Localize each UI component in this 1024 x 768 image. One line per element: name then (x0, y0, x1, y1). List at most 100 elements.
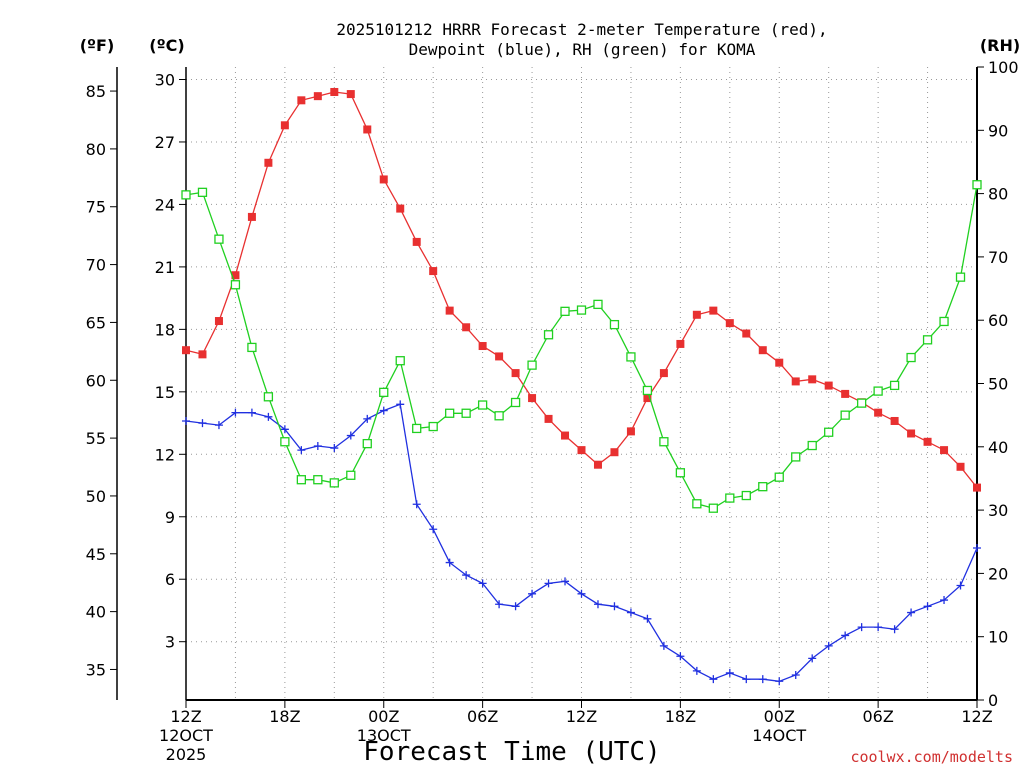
dewpoint-point (495, 600, 504, 609)
rh-point (840, 410, 850, 420)
rh-point (692, 499, 702, 509)
temperature-point (742, 329, 751, 338)
celsius-tick-label: 12 (155, 445, 175, 464)
dewpoint-point (923, 602, 932, 611)
temperature-point (445, 306, 454, 315)
rh-point (477, 400, 488, 410)
temperature-point (462, 323, 471, 332)
dewpoint-point (462, 571, 471, 580)
rh-point (296, 475, 307, 485)
temperature-point (890, 416, 899, 425)
rh-point (955, 272, 966, 282)
rh-point (741, 490, 751, 501)
temperature-point (626, 427, 635, 436)
temperature-point (379, 175, 388, 184)
rh-point (379, 387, 389, 398)
temperature-point (775, 358, 784, 367)
temperature-point (297, 96, 306, 105)
dewpoint-point (313, 441, 322, 450)
rh-point (527, 360, 537, 370)
dewpoint-point (940, 596, 949, 605)
series-2-meter-temperature (182, 87, 981, 492)
x-tick-label: 13OCT (357, 726, 411, 745)
series-rh (181, 180, 982, 513)
dewpoint-point (280, 425, 289, 434)
dewpoint-point (973, 543, 981, 552)
rh-point (329, 478, 339, 488)
temperature-point (478, 342, 487, 351)
dewpoint-point (593, 600, 602, 609)
dewpoint-point (742, 675, 751, 684)
fahrenheit-tick-label: 80 (86, 140, 106, 159)
temperature-point (758, 346, 767, 355)
x-tick-label: 00Z (368, 707, 399, 726)
celsius-tick-label: 18 (155, 320, 175, 339)
rh-point (230, 280, 241, 290)
celsius-tick-label: 21 (155, 258, 175, 277)
fahrenheit-unit-label: (ºF) (80, 36, 115, 55)
rh-point (626, 352, 636, 362)
dewpoint-point (874, 623, 883, 632)
chart-title-line-1: 2025101212 HRRR Forecast 2-meter Tempera… (336, 20, 827, 39)
rh-point (807, 440, 817, 451)
grid-lines (186, 67, 977, 700)
rh-point (972, 180, 982, 190)
temperature-point (593, 460, 602, 469)
dewpoint-point (890, 625, 899, 634)
dewpoint-point (429, 525, 438, 534)
temperature-point (214, 317, 223, 326)
temperature-point (429, 267, 438, 276)
dewpoint-point (231, 408, 240, 417)
rh-point (593, 299, 603, 310)
dewpoint-point (626, 608, 635, 617)
temperature-point (198, 350, 207, 359)
dewpoint-point (363, 414, 372, 423)
dewpoint-point (725, 668, 734, 677)
temperature-point (709, 306, 718, 315)
rh-tick-label: 60 (988, 311, 1008, 330)
rh-point (346, 470, 356, 480)
series-line (185, 184, 978, 509)
rh-point (824, 427, 834, 437)
axis-ticks: 3 6 9 12 15 18 21 24 27 30 35 40 45 50 55 60 65 70 75 80 85 0… (86, 58, 1019, 764)
dewpoint-point (478, 579, 487, 588)
rh-point (906, 352, 916, 363)
fahrenheit-tick-label: 35 (86, 660, 106, 679)
rh-point (412, 423, 422, 434)
temperature-point (577, 446, 586, 455)
rh-point (889, 380, 900, 391)
dewpoint-point (528, 589, 537, 598)
celsius-tick-label: 15 (155, 383, 175, 402)
temperature-point (659, 369, 668, 378)
rh-point (510, 397, 521, 408)
rh-point (313, 475, 323, 485)
data-series (181, 87, 982, 686)
temperature-point (676, 339, 685, 348)
rh-point (280, 437, 290, 447)
temperature-point (247, 212, 256, 221)
rh-point (642, 385, 653, 396)
x-axis-title: Forecast Time (UTC) (363, 737, 660, 767)
rh-point (263, 392, 274, 402)
dewpoint-point (907, 608, 916, 617)
temperature-point (346, 90, 355, 99)
temperature-point (824, 381, 833, 390)
rh-tick-label: 90 (988, 121, 1008, 140)
temperature-point (561, 431, 570, 440)
dewpoint-point (247, 408, 256, 417)
dewpoint-point (511, 602, 520, 611)
rh-point (428, 421, 438, 432)
x-tick-label: 06Z (862, 707, 893, 726)
rh-tick-label: 50 (988, 375, 1008, 394)
credit-label: coolwx.com/modelts (850, 748, 1013, 766)
dewpoint-point (379, 406, 388, 415)
temperature-point (808, 375, 817, 384)
dewpoint-point (758, 675, 767, 684)
rh-point (922, 335, 933, 345)
rh-point (939, 316, 949, 327)
rh-tick-label: 80 (988, 185, 1008, 204)
temperature-point (313, 92, 322, 101)
dewpoint-point (692, 666, 701, 675)
temperature-point (874, 408, 883, 417)
temperature-point (725, 319, 734, 328)
